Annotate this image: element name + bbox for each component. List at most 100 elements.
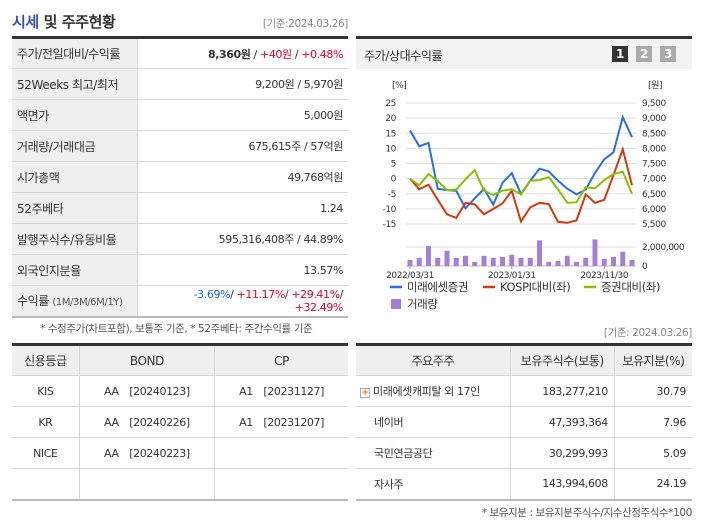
holders-note: * 보유지분 : 보유지분주식수/지수산정주식수*100 bbox=[481, 507, 693, 519]
volume-bar bbox=[620, 251, 626, 266]
legend-label: 거래량 bbox=[407, 297, 438, 311]
volume-bar bbox=[601, 258, 607, 266]
volume-bar bbox=[509, 254, 515, 266]
table-cell: 발행주식수/유동비율 bbox=[12, 223, 138, 255]
table-cell: AA [20240226] bbox=[79, 406, 216, 438]
table-cell: 183,277,210 bbox=[510, 375, 615, 407]
left-tick-label: -10 bbox=[383, 205, 397, 215]
volume-bar bbox=[416, 257, 422, 266]
left-tick-label: -5 bbox=[388, 190, 396, 200]
major-shareholders-table: 주요주주 보유주식수(보통) 보유지분(%) + 미래에셋캐피탈 외 17인 183,2… bbox=[356, 343, 692, 501]
price-note: * 수정주가(차트포함), 보통주 기준, * 52주베타: 주간수익률 기준 bbox=[40, 323, 313, 335]
right-tick-label: 7,500 bbox=[642, 160, 666, 170]
volume-bar bbox=[611, 256, 616, 266]
volume-bar bbox=[592, 239, 598, 266]
volume-bar bbox=[435, 257, 441, 266]
table-cell: AA [20240123] bbox=[79, 375, 216, 407]
volume-bar bbox=[463, 255, 468, 266]
table-cell: 신용등급 bbox=[12, 344, 80, 376]
table-header-row: 신용등급 BOND CP bbox=[12, 344, 348, 376]
table-cell bbox=[214, 437, 348, 469]
relative-return-chart: [%] [원] 25 9,500 20 9,000 15 8,500 10 8,000 5 7,500… bbox=[383, 80, 686, 311]
series-line bbox=[409, 168, 633, 204]
volume-tick-label: 2,000,000 bbox=[642, 243, 685, 253]
table-cell: 자사주 bbox=[356, 468, 511, 500]
credit-rating-table: 신용등급 BOND CP KIS AA [20240123] A1 [20231127]… bbox=[12, 343, 348, 501]
table-cell: 네이버 bbox=[356, 406, 511, 438]
right-tick-label: 8,500 bbox=[642, 129, 666, 139]
table-row: NICE AA [20240223] bbox=[12, 437, 348, 469]
table-cell: 30,299,993 bbox=[510, 437, 615, 469]
left-tick-label: -15 bbox=[383, 220, 397, 230]
table-row: 국민연금공단 30,299,993 5.09 bbox=[356, 437, 692, 469]
table-cell: BOND bbox=[79, 344, 216, 376]
table-cell: 9,200원 / 5,970원 bbox=[137, 68, 348, 100]
table-row: 네이버 47,393,364 7.96 bbox=[356, 406, 692, 438]
table-cell: 보유지분(%) bbox=[614, 344, 692, 376]
volume-bar bbox=[490, 257, 496, 266]
table-row: 자사주 143,994,608 24.19 bbox=[356, 468, 692, 500]
right-axis-unit: [원] bbox=[648, 80, 662, 91]
table-row: 52Weeks 최고/최저 9,200원 / 5,970원 bbox=[12, 68, 348, 100]
right-tick-label: 6,000 bbox=[642, 205, 666, 215]
table-cell: 5.09 bbox=[614, 437, 692, 469]
legend-label: KOSPI대비(좌) bbox=[500, 280, 570, 294]
table-cell: NICE bbox=[12, 437, 80, 469]
table-row: 시가총액 49,768억원 bbox=[12, 161, 348, 193]
volume-bar bbox=[555, 260, 561, 266]
table-row: + 미래에셋캐피탈 외 17인 183,277,210 30.79 bbox=[356, 375, 692, 407]
left-tick-label: 15 bbox=[385, 129, 396, 139]
volume-bar bbox=[574, 261, 579, 266]
table-cell: 47,393,364 bbox=[510, 406, 615, 438]
price-info-table: 주가/전일대비/수익률 8,360원 / +40원 / +0.48% 52Week… bbox=[12, 36, 348, 318]
expand-plus-icon[interactable]: + bbox=[360, 388, 370, 398]
volume-bar bbox=[426, 246, 431, 266]
table-cell: 52Weeks 최고/최저 bbox=[12, 68, 138, 100]
table-cell: 시가총액 bbox=[12, 161, 138, 193]
table-cell: 거래량/거래대금 bbox=[12, 130, 138, 162]
chart-title: 주가/상대수익률 bbox=[364, 49, 443, 63]
x-tick-label: 2023/01/31 bbox=[488, 271, 536, 281]
chart-page-1-button[interactable]: 1 bbox=[612, 46, 628, 62]
table-row: KIS AA [20240123] A1 [20231127] bbox=[12, 375, 348, 407]
table-row bbox=[12, 468, 348, 500]
table-cell: 13.57% bbox=[137, 254, 348, 286]
series-line bbox=[409, 145, 633, 224]
x-tick-label: 2023/11/30 bbox=[580, 271, 629, 281]
table-cell: 8,360원 / +40원 / +0.48% bbox=[137, 37, 348, 69]
table-cell: 국민연금공단 bbox=[356, 437, 511, 469]
table-cell: 49,768억원 bbox=[137, 161, 348, 193]
right-tick-label: 8,000 bbox=[642, 144, 666, 154]
volume-bar bbox=[444, 250, 450, 266]
table-cell bbox=[79, 468, 216, 500]
left-tick-label: 20 bbox=[385, 114, 396, 124]
volume-bar bbox=[629, 259, 635, 266]
table-cell: CP bbox=[214, 344, 348, 376]
right-tick-label: 5,500 bbox=[642, 220, 666, 230]
base-date: [기준:2024.03.26] bbox=[262, 18, 349, 30]
table-cell bbox=[214, 468, 348, 500]
table-cell bbox=[12, 468, 80, 500]
legend-label: 미래에셋증권 bbox=[407, 280, 468, 294]
holders-base-date: [기준: 2024.03.26] bbox=[603, 327, 693, 339]
volume-bar bbox=[583, 257, 589, 266]
volume-bar bbox=[518, 257, 524, 266]
legend-label: 증권대비(좌) bbox=[601, 280, 660, 294]
table-row: 52주베타 1.24 bbox=[12, 192, 348, 224]
table-cell: 외국인지분율 bbox=[12, 254, 138, 286]
table-cell: A1 [20231207] bbox=[214, 406, 348, 438]
table-cell: 30.79 bbox=[614, 375, 692, 407]
table-cell: 595,316,408주 / 44.89% bbox=[137, 223, 348, 255]
x-tick-label: 2022/03/31 bbox=[386, 271, 434, 281]
left-axis-unit: [%] bbox=[392, 81, 406, 91]
chart-header: 주가/상대수익률 1 2 3 bbox=[356, 39, 692, 69]
right-tick-label: 7,000 bbox=[642, 175, 666, 185]
table-cell: 액면가 bbox=[12, 99, 138, 131]
chart-page-3-button[interactable]: 3 bbox=[660, 46, 676, 62]
volume-tick-label: 0 bbox=[642, 262, 648, 272]
table-cell: 수익률 (1M/3M/6M/1Y) bbox=[12, 285, 138, 317]
chart-page-2-button[interactable]: 2 bbox=[636, 46, 652, 62]
table-cell: 675,615주 / 57억원 bbox=[137, 130, 348, 162]
table-cell: KIS bbox=[12, 375, 80, 407]
table-cell: 7.96 bbox=[614, 406, 692, 438]
